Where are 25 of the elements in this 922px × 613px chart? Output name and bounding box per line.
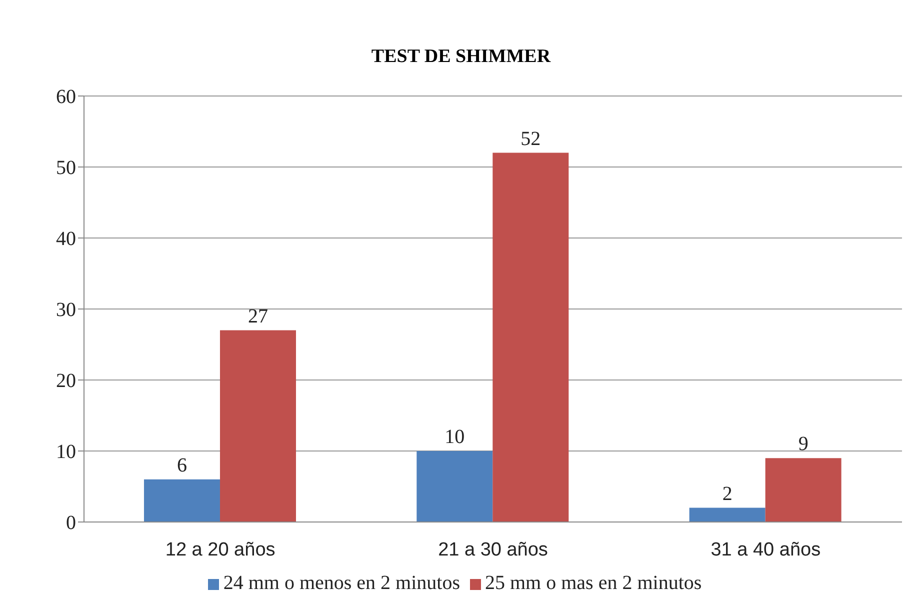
data-label: 52 — [520, 128, 541, 150]
legend-label: 24 mm o menos en 2 minutos — [223, 572, 460, 594]
bar — [220, 330, 296, 522]
bar — [765, 458, 842, 522]
y-tick-label: 10 — [56, 441, 76, 464]
bar — [689, 508, 766, 522]
data-label: 10 — [444, 426, 465, 448]
bar — [492, 152, 569, 522]
data-label: 9 — [798, 433, 808, 456]
y-tick-label: 50 — [56, 157, 76, 180]
legend-label: 25 mm o mas en 2 minutos — [485, 572, 702, 594]
chart-title: TEST DE SHIMMER — [370, 45, 552, 69]
data-label: 2 — [722, 482, 732, 505]
data-label: 27 — [248, 305, 268, 328]
y-tick-label: 0 — [66, 512, 76, 534]
data-label: 6 — [176, 454, 187, 476]
y-tick-label: 40 — [56, 228, 76, 250]
x-tick-label: 12 a 20 años — [165, 539, 276, 560]
x-tick-label: 21 a 30 años — [438, 539, 548, 560]
bar — [144, 479, 220, 522]
y-tick-label: 30 — [56, 299, 76, 322]
y-tick-label: 60 — [56, 86, 76, 108]
bar — [416, 451, 493, 522]
x-tick-label: 31 a 40 años — [710, 539, 821, 560]
y-tick-label: 20 — [56, 370, 76, 392]
